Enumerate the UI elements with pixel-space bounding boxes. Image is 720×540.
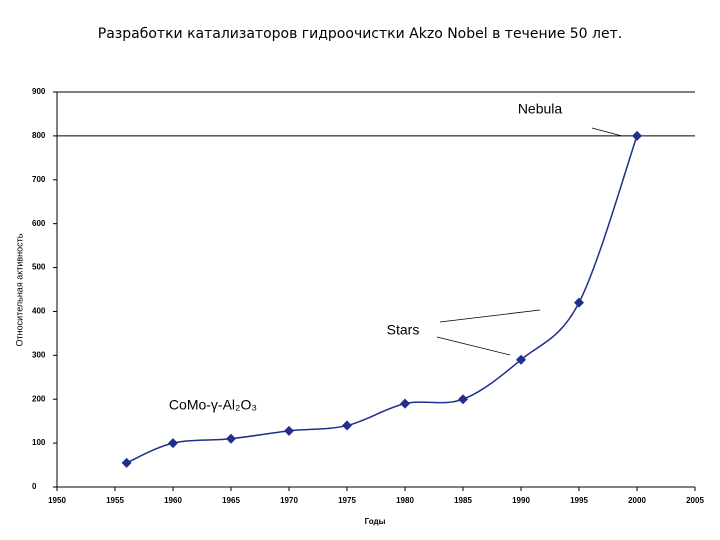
annotation: Nebula (518, 101, 563, 117)
y-tick-label: 300 (32, 350, 46, 359)
annotation-arrow (591, 127, 623, 137)
y-tick-label: 500 (32, 263, 46, 272)
x-tick-label: 1985 (454, 496, 472, 505)
data-point (342, 420, 352, 431)
x-tick-label: 1995 (570, 496, 588, 505)
y-tick-label: 800 (32, 131, 46, 140)
x-tick-label: 2000 (628, 496, 646, 505)
y-tick-label: 900 (32, 87, 46, 96)
data-point (516, 354, 526, 365)
y-tick-label: 600 (32, 219, 46, 228)
annotation: CoMo-γ-Al₂O₃ (169, 397, 257, 413)
data-point (400, 398, 410, 409)
annotation-arrow (436, 336, 511, 356)
x-tick-label: 2005 (686, 496, 704, 505)
x-tick-label: 1990 (512, 496, 530, 505)
data-point (121, 457, 132, 468)
data-point (574, 297, 584, 308)
data-point (226, 433, 236, 444)
x-tick-label: 1975 (338, 496, 356, 505)
x-tick-label: 1955 (106, 496, 124, 505)
x-tick-label: 1970 (280, 496, 298, 505)
data-point (168, 438, 178, 449)
series-line (126, 135, 638, 464)
x-tick-label: 1965 (222, 496, 240, 505)
y-tick-label: 200 (32, 394, 46, 403)
data-point (632, 130, 642, 141)
data-point (458, 394, 468, 405)
data-point (284, 425, 294, 436)
x-tick-label: 1980 (396, 496, 414, 505)
annotation: Stars (387, 322, 420, 338)
annotation-arrow (439, 309, 541, 323)
x-tick-label: 1950 (48, 496, 66, 505)
y-tick-label: 100 (32, 438, 46, 447)
y-axis-label: Относительная активность (14, 233, 24, 346)
y-tick-label: 700 (32, 175, 46, 184)
x-tick-label: 1960 (164, 496, 182, 505)
x-axis-label: Годы (365, 517, 386, 526)
chart-title: Разработки катализаторов гидроочистки Ak… (98, 26, 622, 42)
y-tick-label: 0 (32, 482, 37, 491)
y-tick-label: 400 (32, 307, 46, 316)
